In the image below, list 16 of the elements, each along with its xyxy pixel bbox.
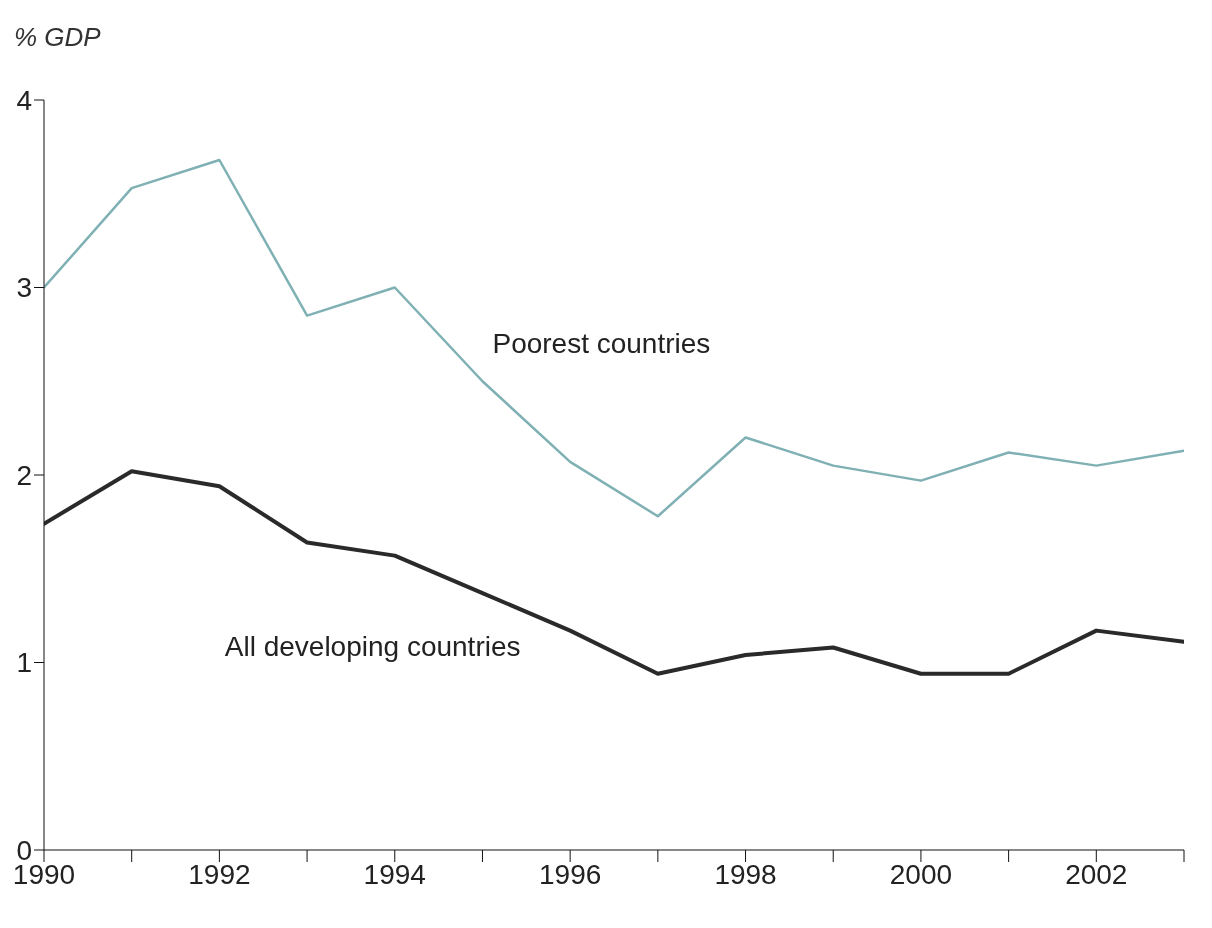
line-series bbox=[44, 469, 1184, 676]
y-tick-label: 0 bbox=[16, 834, 32, 866]
y-tick-label: 1 bbox=[16, 647, 32, 679]
x-tick-label: 2000 bbox=[889, 858, 953, 890]
y-tick-label: 2 bbox=[16, 459, 32, 491]
x-tick-label: 1992 bbox=[188, 858, 251, 890]
series-label: Poorest countries bbox=[492, 328, 711, 360]
x-tick-label: 1998 bbox=[714, 858, 777, 890]
y-tick-label: 3 bbox=[16, 272, 32, 304]
x-tick-label: 1994 bbox=[363, 858, 426, 890]
y-tick-label: 4 bbox=[16, 84, 32, 116]
y-axis-title: % GDP bbox=[14, 22, 101, 53]
series-label: All developing countries bbox=[224, 630, 521, 662]
x-tick-label: 1996 bbox=[539, 858, 602, 890]
x-tick-label: 2002 bbox=[1065, 858, 1128, 890]
line-series bbox=[44, 158, 1184, 518]
